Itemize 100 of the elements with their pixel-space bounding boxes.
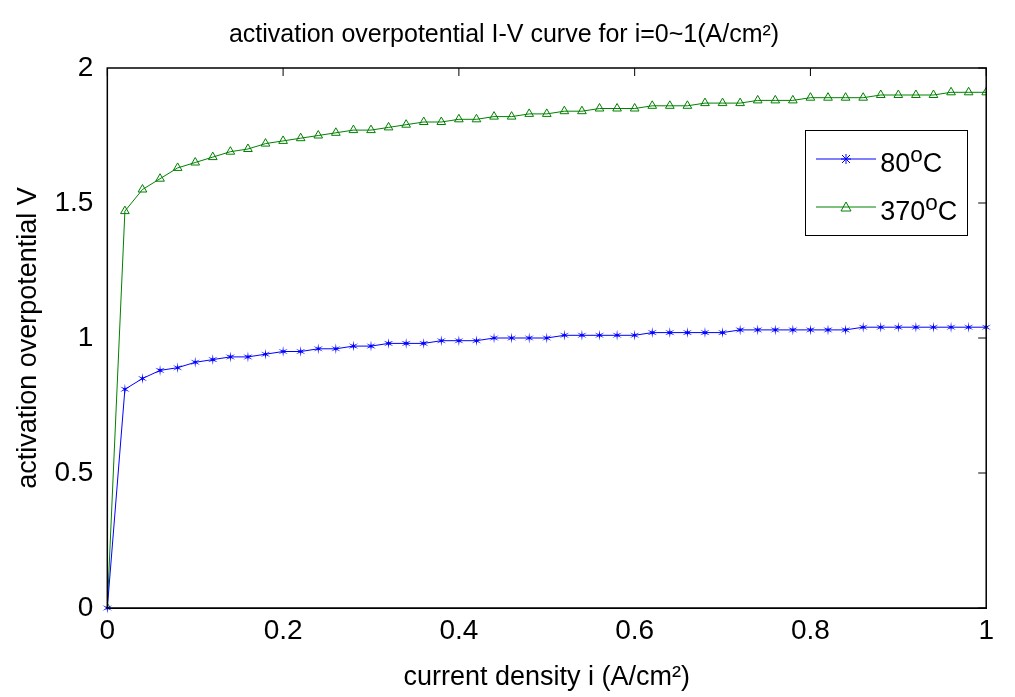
point [348,340,359,352]
point [454,113,464,123]
point [260,138,271,147]
legend-label: 370$^{o}$C [880,189,958,228]
point [313,130,324,139]
point [506,111,517,120]
point [331,343,341,355]
point [963,86,974,96]
point [418,337,429,349]
point [471,335,482,347]
point [788,94,798,104]
point [647,327,657,339]
chart-title: activation overpotential I-V curve for i=0~1(A/cm²) [228,18,780,47]
point [208,354,218,366]
point [541,108,552,117]
point [875,89,886,98]
point [559,329,570,341]
y-tick-label: 0 [77,590,94,622]
point [137,184,148,193]
point [665,327,675,339]
point [717,327,728,339]
point [137,373,148,384]
point [172,362,183,374]
point [542,332,552,344]
point [524,332,534,344]
point [858,92,868,101]
y-tick-label: 1.5 [54,185,94,217]
x-tick-label: 0.8 [790,613,830,645]
point [612,103,622,112]
point [155,173,165,182]
legend-label: 80$^{o}$C [880,141,943,180]
point [840,324,851,336]
point [946,86,956,96]
x-tick-label: 0.6 [615,613,655,645]
y-tick-label: 1 [77,320,94,352]
point [752,324,763,336]
point [190,356,200,368]
point [682,327,693,339]
point [752,94,763,104]
point [366,124,376,134]
y-tick-label: 0.5 [54,455,94,487]
point [823,92,833,101]
point [770,324,781,336]
point [225,146,236,155]
point [893,321,904,333]
point [524,108,535,117]
point [875,321,886,333]
point [928,89,939,98]
point [295,346,306,357]
point [401,119,411,128]
point [190,157,201,166]
y-tick-label: 2 [77,50,94,82]
x-tick-label: 0.2 [263,613,303,645]
point [893,89,904,98]
point [225,351,236,363]
point [840,92,851,101]
point [629,329,640,341]
point [858,321,868,333]
point [805,324,816,336]
point [717,97,728,107]
point [911,89,921,98]
point [313,343,324,355]
point [436,116,447,125]
point [594,103,605,112]
point [647,100,658,109]
point [243,143,253,152]
x-tick-label: 0.4 [439,613,479,645]
x-tick-label: 0 [99,613,116,645]
point [278,346,288,357]
point [577,105,587,115]
point [348,124,359,134]
point [506,332,517,344]
point [700,97,710,107]
x-axis-title: current density i (A/cm²) [403,661,691,692]
point [559,105,570,115]
point [260,348,271,360]
point [331,127,341,136]
point [383,337,394,349]
point [594,329,605,341]
point [471,113,482,123]
point [735,97,745,107]
point [120,205,130,215]
point [383,121,394,131]
point [436,335,447,347]
point [418,116,429,125]
point [664,100,675,109]
point [770,94,781,104]
point [682,100,693,109]
point [489,111,499,120]
point [629,103,640,112]
point [172,162,183,171]
y-axis-title: activation overpotential V [11,187,42,489]
x-tick-label: 1 [978,613,994,645]
point [207,151,218,161]
point [278,135,288,144]
point [963,321,974,333]
point [805,92,816,101]
point [454,335,464,347]
point [928,321,939,333]
point [295,132,306,142]
